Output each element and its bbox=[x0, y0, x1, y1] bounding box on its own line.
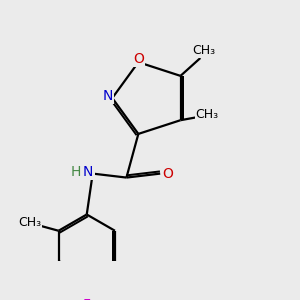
Text: F: F bbox=[83, 298, 91, 300]
Text: O: O bbox=[133, 52, 144, 66]
Text: N: N bbox=[102, 89, 113, 103]
Text: CH₃: CH₃ bbox=[196, 108, 219, 121]
Text: N: N bbox=[83, 165, 93, 179]
Text: CH₃: CH₃ bbox=[192, 44, 215, 57]
Text: H: H bbox=[71, 165, 81, 179]
Text: O: O bbox=[162, 167, 173, 181]
Text: CH₃: CH₃ bbox=[18, 216, 41, 229]
Text: HN: HN bbox=[74, 165, 94, 179]
